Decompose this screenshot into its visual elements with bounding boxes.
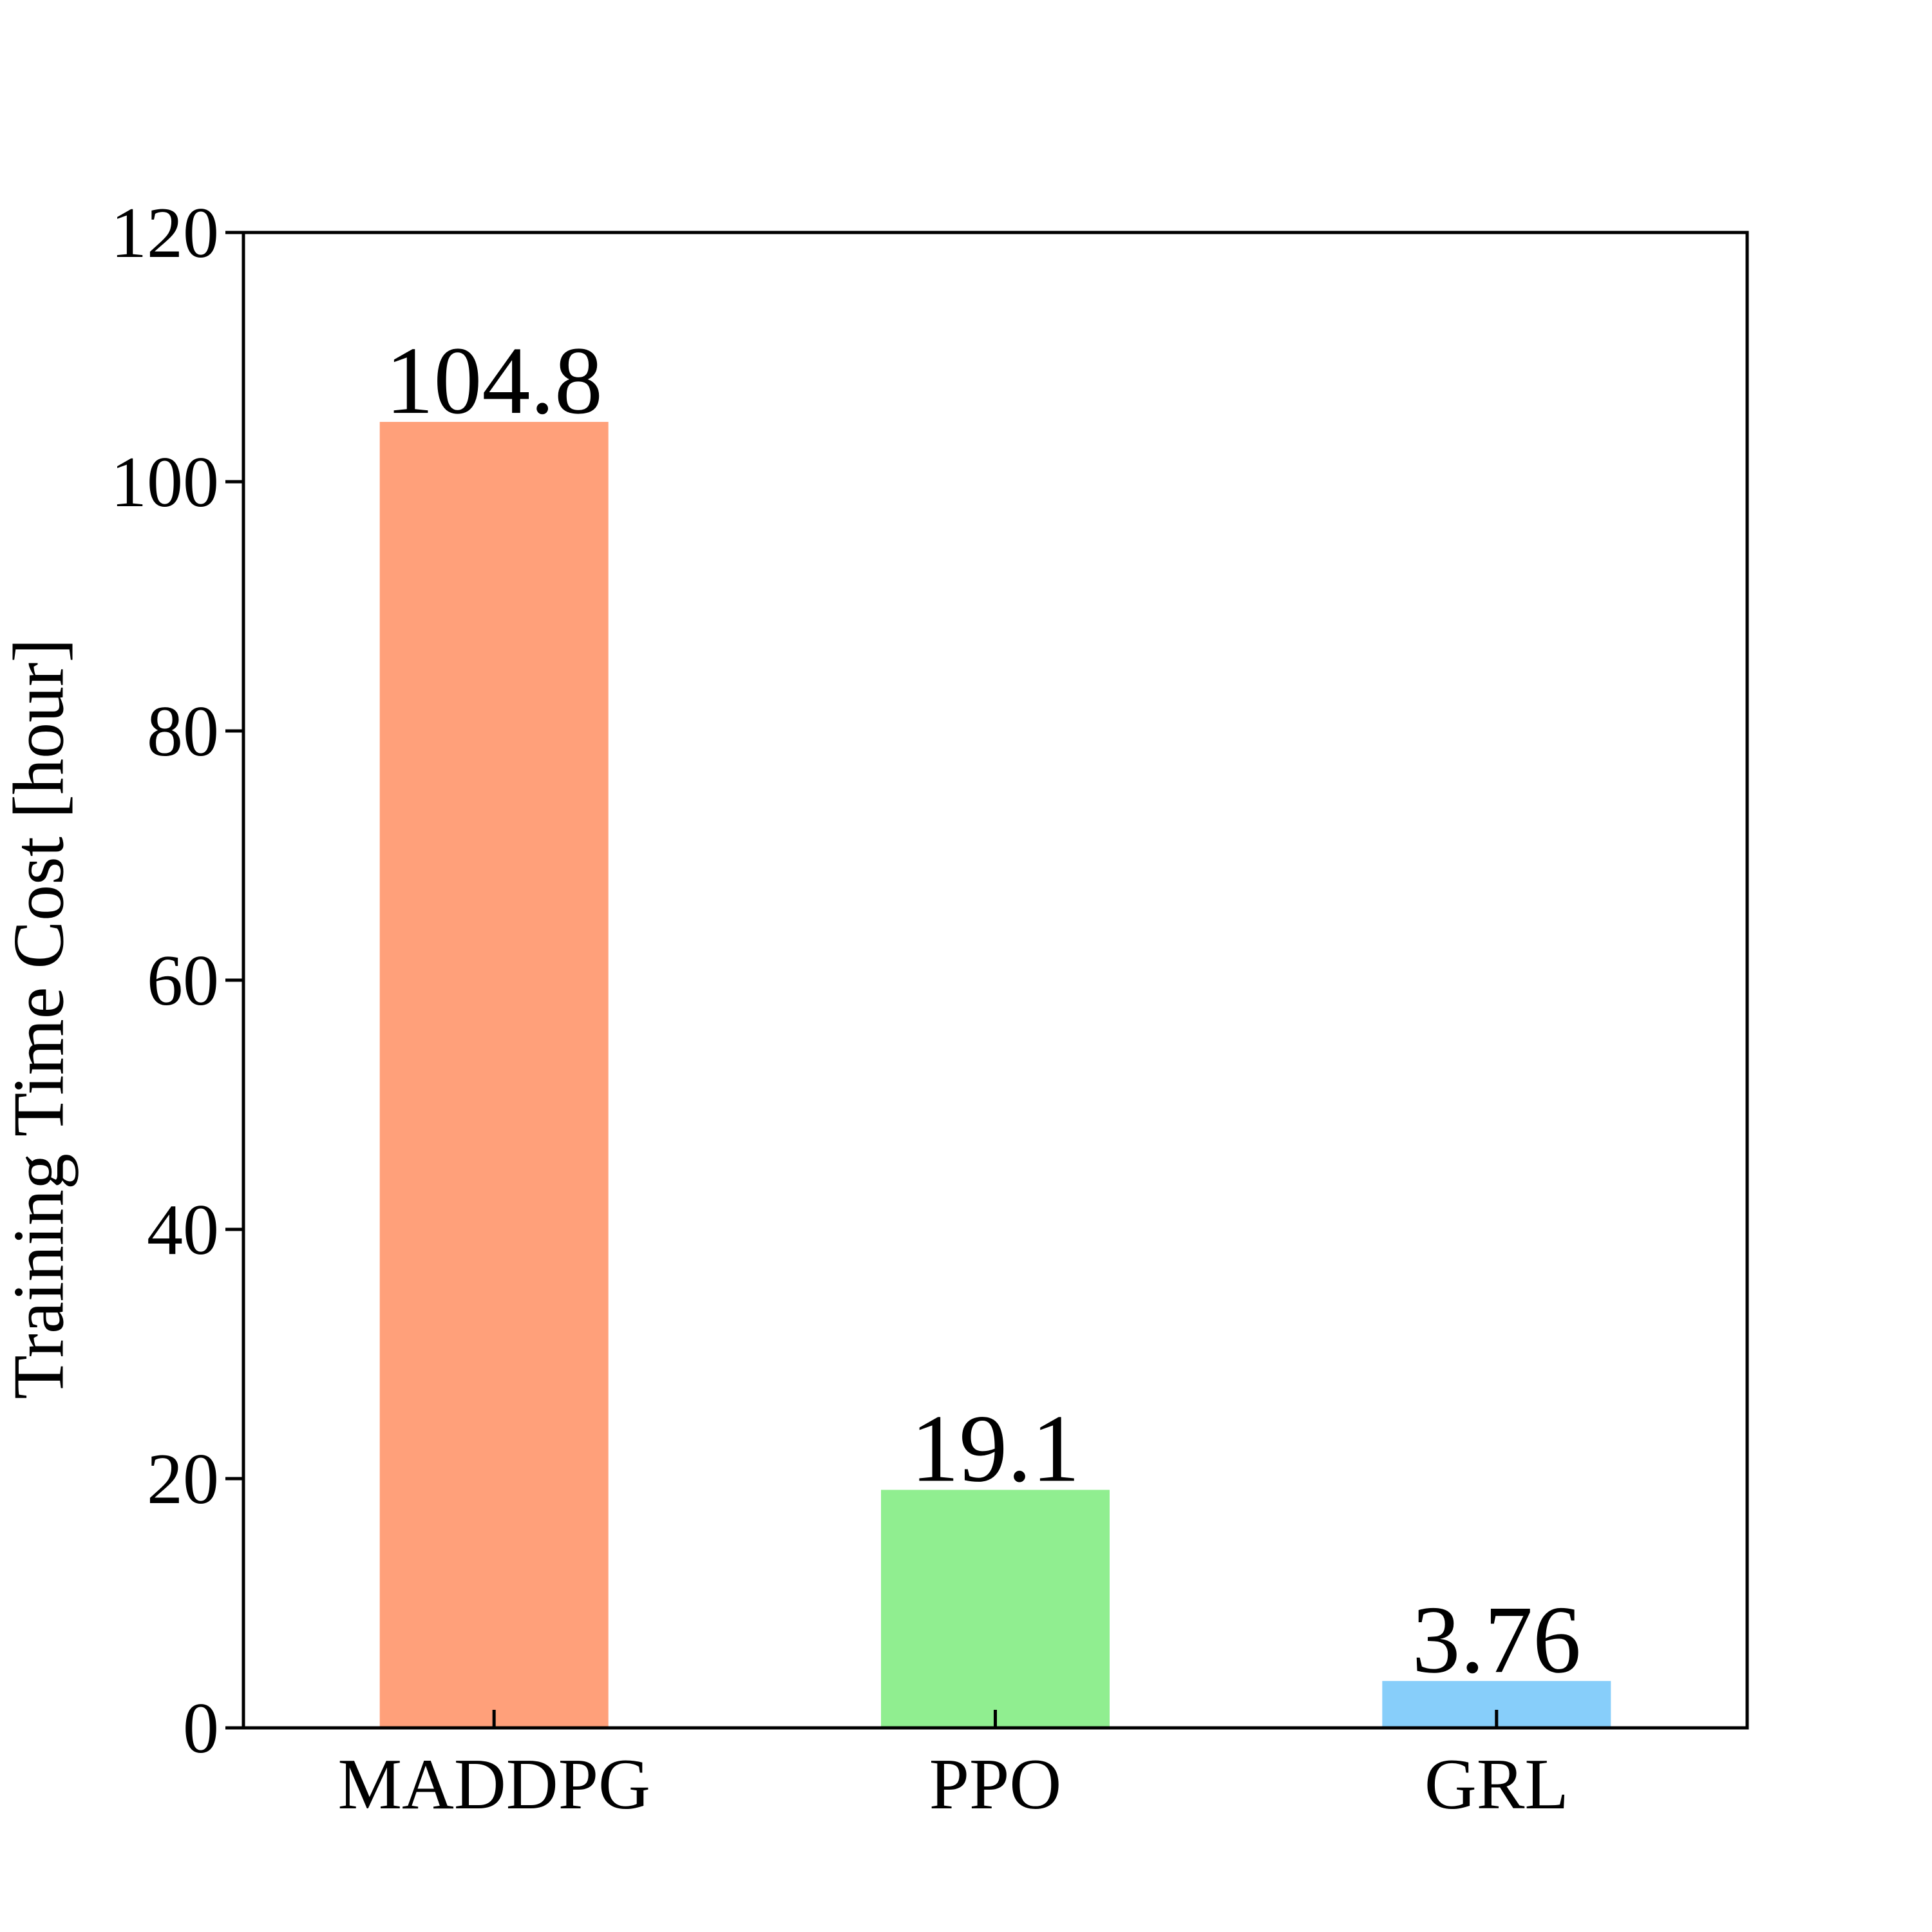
data-label-grl: 3.76 [1412,1586,1582,1693]
bars-layer [379,422,1611,1728]
x-tick-label-ppo: PPO [929,1745,1061,1824]
y-tick-label-60: 60 [147,941,219,1021]
labels-layer: 104.8 MADDPG 19.1 PPO 3.76 GRL 0 20 40 60 80 100 120 [111,193,1581,1824]
y-tick-label-20: 20 [147,1439,219,1519]
y-axis-title: Training Time Cost [hour] [0,638,79,1399]
y-tick-label-0: 0 [183,1689,219,1768]
y-tick-label-120: 120 [111,193,219,273]
bar-maddpg [379,422,609,1728]
y-tick-label-100: 100 [111,442,219,522]
data-label-maddpg: 104.8 [385,327,603,434]
ticks-layer [225,231,1499,1730]
y-tick-label-40: 40 [147,1190,219,1270]
y-tick-label-80: 80 [147,692,219,772]
bar-ppo [881,1490,1110,1728]
data-label-ppo: 19.1 [911,1395,1080,1502]
x-tick-label-grl: GRL [1425,1745,1569,1824]
x-tick-label-maddpg: MADDPG [337,1745,650,1824]
plot-frame [242,231,1749,1730]
